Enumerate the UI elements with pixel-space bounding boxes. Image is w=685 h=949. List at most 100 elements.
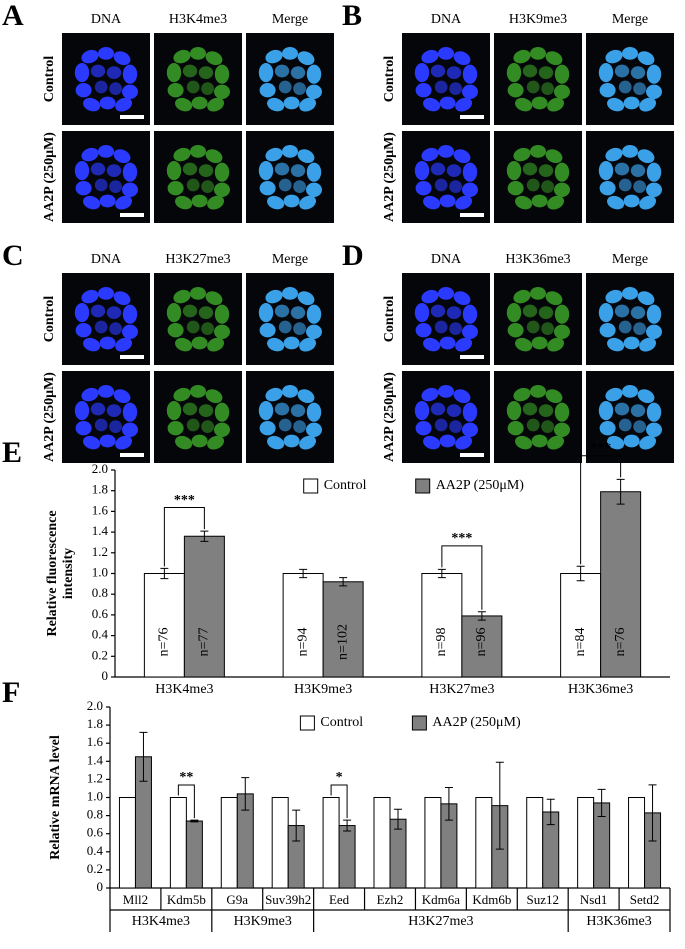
bar	[169, 797, 187, 889]
y-tick-label: 1.2	[87, 770, 103, 785]
micrograph	[246, 33, 334, 125]
bar	[628, 797, 646, 889]
micrograph	[246, 273, 334, 365]
x-tick-label: Setd2	[630, 892, 660, 907]
x-tick-label: H3K27me3	[429, 682, 494, 697]
significance-label: ***	[590, 441, 611, 456]
micrograph	[586, 273, 674, 365]
n-label: n=102	[335, 624, 350, 660]
error-bar	[190, 819, 199, 823]
bar	[183, 535, 225, 678]
significance-bracket	[330, 784, 348, 819]
micrograph	[246, 131, 334, 223]
y-tick-label: 1.4	[92, 523, 109, 538]
significance-label: ***	[174, 493, 195, 508]
column-header: Merge	[272, 12, 308, 27]
micrograph	[154, 33, 242, 125]
panel-label: E	[2, 436, 22, 469]
y-tick-label: 0.8	[87, 807, 103, 822]
error-bar	[576, 565, 585, 582]
x-tick-label: Kdm6b	[472, 892, 511, 907]
error-bar	[160, 567, 169, 580]
x-tick-label: G9a	[226, 892, 248, 907]
n-label: n=94	[295, 628, 310, 657]
significance-bracket	[580, 455, 622, 565]
x-tick-label: H3K9me3	[294, 682, 352, 697]
column-header: DNA	[431, 252, 462, 267]
bar	[143, 573, 185, 678]
x-tick-label: H3K36me3	[568, 682, 633, 697]
y-tick-label: 1.0	[92, 564, 108, 579]
micrograph	[494, 33, 582, 125]
micrograph	[62, 273, 150, 365]
y-tick-label: 1.2	[92, 544, 108, 559]
error-bar	[546, 798, 555, 826]
row-label: Control	[42, 56, 57, 103]
bar	[577, 797, 595, 889]
y-tick-label: 1.8	[87, 716, 103, 731]
bar	[600, 491, 642, 678]
column-header: DNA	[91, 252, 122, 267]
y-tick-label: 0.2	[92, 647, 108, 662]
x-tick-label: Nsd1	[580, 892, 607, 907]
legend-swatch	[411, 715, 427, 731]
bar	[185, 820, 203, 889]
column-header: H3K36me3	[505, 252, 570, 267]
micrograph	[586, 33, 674, 125]
row-label: AA2P (250μM)	[382, 372, 397, 462]
micrograph	[154, 273, 242, 365]
significance-label: ***	[451, 531, 472, 546]
bar	[271, 797, 289, 889]
group-label: H3K36me3	[586, 914, 651, 929]
bar	[220, 797, 238, 889]
error-bar	[597, 788, 606, 818]
column-header: Merge	[272, 252, 308, 267]
n-label: n=84	[573, 628, 588, 657]
n-label: n=77	[197, 628, 212, 657]
error-bar	[343, 819, 352, 832]
bar	[282, 573, 324, 678]
micrograph	[402, 273, 490, 365]
y-tick-label: 0.8	[92, 585, 108, 600]
x-tick-label: Suv39h2	[265, 892, 311, 907]
error-bar	[200, 530, 209, 542]
x-tick-label: Suz12	[526, 892, 559, 907]
bar	[322, 797, 340, 889]
y-tick-label: 1.4	[87, 752, 104, 767]
y-axis-label: Relative fluorescence	[45, 510, 60, 636]
group-label: H3K4me3	[132, 914, 190, 929]
micrograph	[494, 131, 582, 223]
bar	[373, 797, 391, 889]
bar	[322, 581, 364, 678]
micrograph	[402, 131, 490, 223]
error-bar	[394, 808, 402, 830]
legend-label: Control	[320, 715, 363, 730]
error-bar	[339, 577, 348, 587]
error-bar	[495, 761, 504, 850]
x-tick-label: Kdm6a	[422, 892, 461, 907]
error-bar	[241, 777, 250, 811]
n-label: n=76	[613, 628, 628, 657]
error-bar	[477, 611, 486, 621]
panel-label: D	[342, 239, 364, 272]
error-bar	[648, 784, 657, 842]
y-axis-label: intensity	[61, 548, 76, 599]
row-label: AA2P (250μM)	[42, 372, 57, 462]
bar	[475, 797, 493, 889]
significance-bracket	[163, 507, 205, 567]
y-tick-label: 0.4	[92, 627, 109, 642]
y-tick-label: 0.2	[87, 861, 103, 876]
micrograph	[246, 371, 334, 463]
row-label: AA2P (250μM)	[42, 132, 57, 222]
micrograph	[154, 371, 242, 463]
panel-label: F	[2, 676, 20, 709]
error-bar	[292, 809, 301, 842]
legend-label: AA2P (250μM)	[432, 715, 521, 730]
column-header: Merge	[612, 252, 648, 267]
legend-swatch	[299, 715, 315, 731]
n-label: n=98	[434, 628, 449, 657]
row-label: Control	[42, 296, 57, 343]
column-header: H3K4me3	[169, 12, 227, 27]
y-tick-label: 2.0	[87, 698, 103, 713]
